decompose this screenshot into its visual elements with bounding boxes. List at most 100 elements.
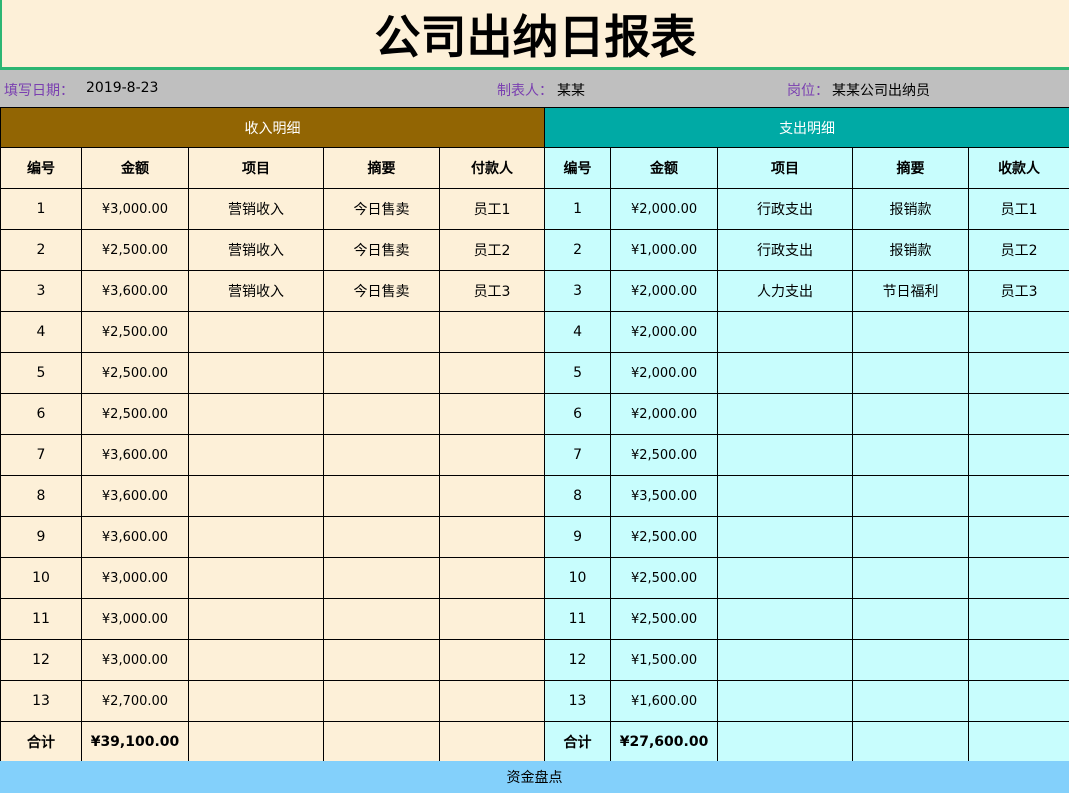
expense-cell[interactable]: ¥2,500.00	[610, 598, 719, 640]
income-cell[interactable]	[323, 598, 440, 640]
expense-cell[interactable]: 13	[544, 680, 612, 722]
income-cell[interactable]	[438, 680, 546, 722]
income-cell[interactable]: 7	[0, 434, 82, 476]
income-cell[interactable]: 员工2	[438, 229, 546, 271]
income-cell[interactable]	[438, 311, 546, 353]
expense-cell[interactable]	[852, 598, 970, 640]
expense-cell[interactable]	[852, 557, 970, 599]
expense-cell[interactable]: 10	[544, 557, 612, 599]
expense-cell[interactable]: 8	[544, 475, 612, 517]
expense-cell[interactable]: 4	[544, 311, 612, 353]
expense-cell[interactable]	[852, 352, 970, 394]
expense-cell[interactable]: 报销款	[852, 188, 970, 230]
expense-cell[interactable]	[968, 598, 1069, 640]
expense-column-header[interactable]: 收款人	[968, 147, 1069, 189]
income-cell[interactable]: 营销收入	[188, 270, 324, 312]
income-cell[interactable]	[188, 639, 324, 681]
income-cell[interactable]	[188, 434, 324, 476]
expense-cell[interactable]	[717, 639, 854, 681]
income-cell[interactable]	[323, 680, 440, 722]
income-cell[interactable]	[438, 434, 546, 476]
income-cell[interactable]	[188, 516, 324, 558]
expense-cell[interactable]: 报销款	[852, 229, 970, 271]
expense-cell[interactable]: 行政支出	[717, 229, 854, 271]
income-cell[interactable]: ¥3,000.00	[81, 557, 189, 599]
income-cell[interactable]	[438, 557, 546, 599]
expense-cell[interactable]: 12	[544, 639, 612, 681]
expense-section-header[interactable]: 支出明细	[544, 107, 1069, 148]
income-cell[interactable]: ¥2,700.00	[81, 680, 189, 722]
expense-cell[interactable]: 2	[544, 229, 612, 271]
income-cell[interactable]: 4	[0, 311, 82, 353]
income-cell[interactable]: 营销收入	[188, 188, 324, 230]
income-cell[interactable]	[438, 598, 546, 640]
income-cell[interactable]: ¥3,000.00	[81, 639, 189, 681]
income-column-header[interactable]: 编号	[0, 147, 82, 189]
expense-cell[interactable]: ¥2,500.00	[610, 557, 719, 599]
income-cell[interactable]	[438, 516, 546, 558]
income-total-label[interactable]: 合计	[0, 721, 82, 763]
income-column-header[interactable]: 摘要	[323, 147, 440, 189]
maker-value[interactable]: 某某	[557, 83, 585, 99]
expense-cell[interactable]	[852, 475, 970, 517]
expense-cell[interactable]: 人力支出	[717, 270, 854, 312]
expense-cell[interactable]: 节日福利	[852, 270, 970, 312]
expense-cell[interactable]: ¥2,500.00	[610, 516, 719, 558]
income-cell[interactable]	[323, 352, 440, 394]
income-cell[interactable]	[188, 557, 324, 599]
expense-cell[interactable]	[852, 680, 970, 722]
expense-cell[interactable]	[717, 311, 854, 353]
expense-cell[interactable]	[852, 311, 970, 353]
income-total-value[interactable]: ¥39,100.00	[81, 721, 189, 763]
expense-total-empty[interactable]	[852, 721, 970, 763]
income-total-empty[interactable]	[438, 721, 546, 763]
expense-cell[interactable]	[717, 475, 854, 517]
expense-cell[interactable]	[717, 598, 854, 640]
expense-cell[interactable]: ¥2,000.00	[610, 270, 719, 312]
expense-cell[interactable]: ¥1,600.00	[610, 680, 719, 722]
expense-total-label[interactable]: 合计	[544, 721, 612, 763]
report-title[interactable]: 公司出纳日报表	[0, 0, 1069, 70]
expense-cell[interactable]: 员工2	[968, 229, 1069, 271]
date-value[interactable]: 2019-8-23	[86, 80, 159, 96]
income-cell[interactable]: 3	[0, 270, 82, 312]
expense-cell[interactable]: 3	[544, 270, 612, 312]
expense-cell[interactable]: ¥2,000.00	[610, 188, 719, 230]
expense-cell[interactable]	[968, 475, 1069, 517]
income-cell[interactable]	[188, 680, 324, 722]
income-cell[interactable]: 1	[0, 188, 82, 230]
income-cell[interactable]: 今日售卖	[323, 188, 440, 230]
expense-total-value[interactable]: ¥27,600.00	[610, 721, 719, 763]
expense-cell[interactable]: 7	[544, 434, 612, 476]
expense-cell[interactable]	[968, 352, 1069, 394]
expense-cell[interactable]: ¥2,000.00	[610, 352, 719, 394]
expense-cell[interactable]	[968, 680, 1069, 722]
income-cell[interactable]: 营销收入	[188, 229, 324, 271]
expense-cell[interactable]: 员工1	[968, 188, 1069, 230]
expense-cell[interactable]: 9	[544, 516, 612, 558]
expense-cell[interactable]	[968, 311, 1069, 353]
expense-cell[interactable]	[852, 393, 970, 435]
income-cell[interactable]: ¥2,500.00	[81, 393, 189, 435]
expense-cell[interactable]: ¥2,500.00	[610, 434, 719, 476]
income-cell[interactable]: 8	[0, 475, 82, 517]
expense-cell[interactable]	[717, 557, 854, 599]
income-cell[interactable]: ¥3,000.00	[81, 598, 189, 640]
income-cell[interactable]: 今日售卖	[323, 270, 440, 312]
income-cell[interactable]	[323, 311, 440, 353]
income-cell[interactable]: ¥3,600.00	[81, 475, 189, 517]
expense-cell[interactable]: ¥2,000.00	[610, 311, 719, 353]
expense-column-header[interactable]: 摘要	[852, 147, 970, 189]
income-total-empty[interactable]	[188, 721, 324, 763]
expense-cell[interactable]: ¥1,500.00	[610, 639, 719, 681]
expense-cell[interactable]: ¥2,000.00	[610, 393, 719, 435]
income-column-header[interactable]: 金额	[81, 147, 189, 189]
income-cell[interactable]	[323, 516, 440, 558]
expense-cell[interactable]: 6	[544, 393, 612, 435]
income-cell[interactable]: 2	[0, 229, 82, 271]
expense-cell[interactable]: 行政支出	[717, 188, 854, 230]
expense-total-empty[interactable]	[717, 721, 854, 763]
expense-cell[interactable]	[717, 393, 854, 435]
expense-cell[interactable]: 员工3	[968, 270, 1069, 312]
income-cell[interactable]: 今日售卖	[323, 229, 440, 271]
